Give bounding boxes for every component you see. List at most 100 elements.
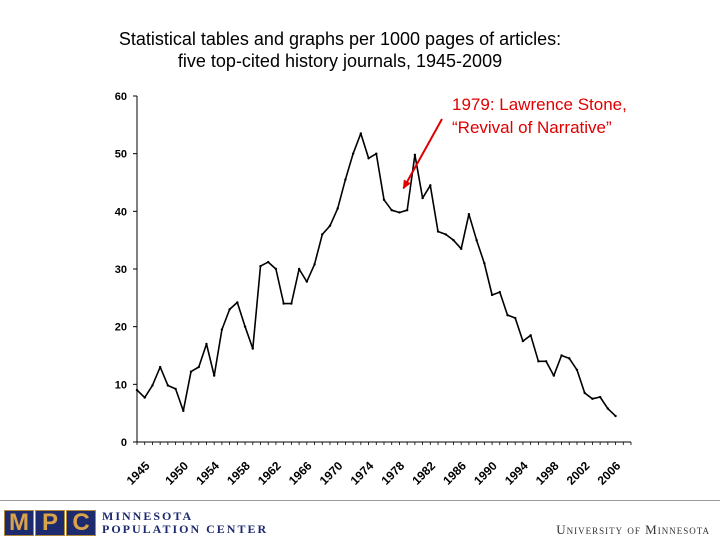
x-tick-label: 1970 [317, 459, 346, 488]
annotation-group: 1979: Lawrence Stone, “Revival of Narrat… [402, 95, 627, 190]
y-tick-label: 50 [115, 149, 127, 161]
data-point [575, 368, 579, 372]
x-tick-label: 1982 [409, 459, 438, 488]
x-tick-label: 1954 [193, 459, 222, 488]
data-point [151, 384, 154, 387]
data-point [583, 391, 586, 395]
data-point [390, 208, 393, 212]
y-tick-label: 40 [115, 206, 127, 218]
data-point [506, 313, 509, 317]
data-point [598, 395, 602, 399]
x-tick-label: 1966 [286, 459, 315, 488]
x-tick-label: 1945 [124, 459, 153, 488]
data-point [313, 263, 316, 266]
data-point [197, 365, 200, 369]
chart-series [135, 132, 617, 418]
data-point [205, 342, 208, 346]
data-point [529, 334, 532, 337]
data-point [328, 224, 332, 227]
data-point [382, 198, 386, 201]
annotation-line-1: 1979: Lawrence Stone, [452, 95, 627, 114]
data-point [490, 293, 494, 297]
data-point [614, 414, 617, 418]
data-point [459, 247, 463, 251]
data-point [305, 280, 309, 283]
data-point [483, 262, 486, 265]
logo-line-1: MINNESOTA [102, 509, 194, 523]
data-point [344, 178, 347, 181]
data-point [282, 302, 285, 305]
data-point [321, 233, 324, 236]
data-point [143, 396, 146, 399]
data-point [158, 365, 162, 369]
y-tick-label: 10 [115, 379, 127, 391]
data-point [498, 290, 501, 294]
data-point [537, 360, 540, 363]
data-point [182, 409, 185, 413]
data-point [429, 184, 432, 187]
data-point [413, 153, 417, 157]
x-tick-label: 1962 [255, 459, 284, 488]
data-point [444, 233, 447, 236]
logo-line-2: POPULATION CENTER [102, 522, 269, 536]
x-tick-label: 1974 [348, 459, 377, 488]
logo-letter-c: C [66, 510, 96, 536]
data-point [436, 230, 440, 233]
data-point [212, 374, 216, 377]
x-tick-label: 1978 [378, 459, 407, 488]
slide-title: Statistical tables and graphs per 1000 p… [60, 28, 620, 72]
data-point [174, 387, 177, 391]
logo-wordmark: MINNESOTA POPULATION CENTER [102, 510, 268, 536]
data-point [375, 152, 378, 155]
data-point [398, 211, 401, 214]
x-tick-label: 2006 [595, 459, 624, 488]
chart-axes [136, 96, 631, 443]
data-point [552, 374, 556, 377]
x-tick-label: 1994 [502, 459, 531, 488]
data-point [591, 397, 594, 400]
x-tick-label: 1998 [533, 459, 562, 488]
y-tick-label: 0 [121, 437, 127, 449]
data-point [189, 370, 193, 373]
data-point [606, 407, 610, 410]
data-point [166, 384, 170, 387]
data-point [243, 325, 247, 328]
data-point [568, 357, 571, 360]
data-point [336, 207, 339, 210]
data-point [267, 260, 270, 264]
data-point [421, 196, 424, 200]
data-point [274, 267, 278, 271]
x-tick-label: 1950 [162, 459, 191, 488]
data-point [259, 264, 262, 268]
x-tick-label: 1958 [224, 459, 253, 488]
x-tick-label: 2002 [564, 459, 593, 488]
data-point [560, 354, 563, 357]
y-tick-label: 30 [115, 264, 127, 276]
x-tick-label: 1986 [440, 459, 469, 488]
logo-letter-m: M [4, 510, 34, 536]
data-point [452, 238, 455, 242]
y-tick-label: 20 [115, 322, 127, 334]
data-point [220, 328, 224, 331]
series-line-0 [136, 132, 617, 417]
data-point [405, 208, 409, 212]
data-point [544, 360, 548, 363]
annotation-arrow [402, 118, 443, 190]
data-point [359, 132, 363, 135]
data-point [251, 347, 254, 350]
logo-letter-p: P [35, 510, 65, 536]
footer-bar: M P C MINNESOTA POPULATION CENTER Univer… [0, 500, 720, 541]
x-tick-label: 1990 [471, 459, 500, 488]
data-point [290, 302, 293, 305]
data-point [236, 301, 239, 304]
data-point [297, 267, 301, 271]
title-line-2: five top-cited history journals, 1945-20… [177, 51, 503, 71]
data-point [228, 308, 231, 311]
data-point [351, 152, 355, 155]
data-point [367, 157, 370, 160]
data-point [135, 388, 139, 392]
y-tick-label: 60 [115, 91, 127, 103]
data-point [521, 339, 525, 343]
